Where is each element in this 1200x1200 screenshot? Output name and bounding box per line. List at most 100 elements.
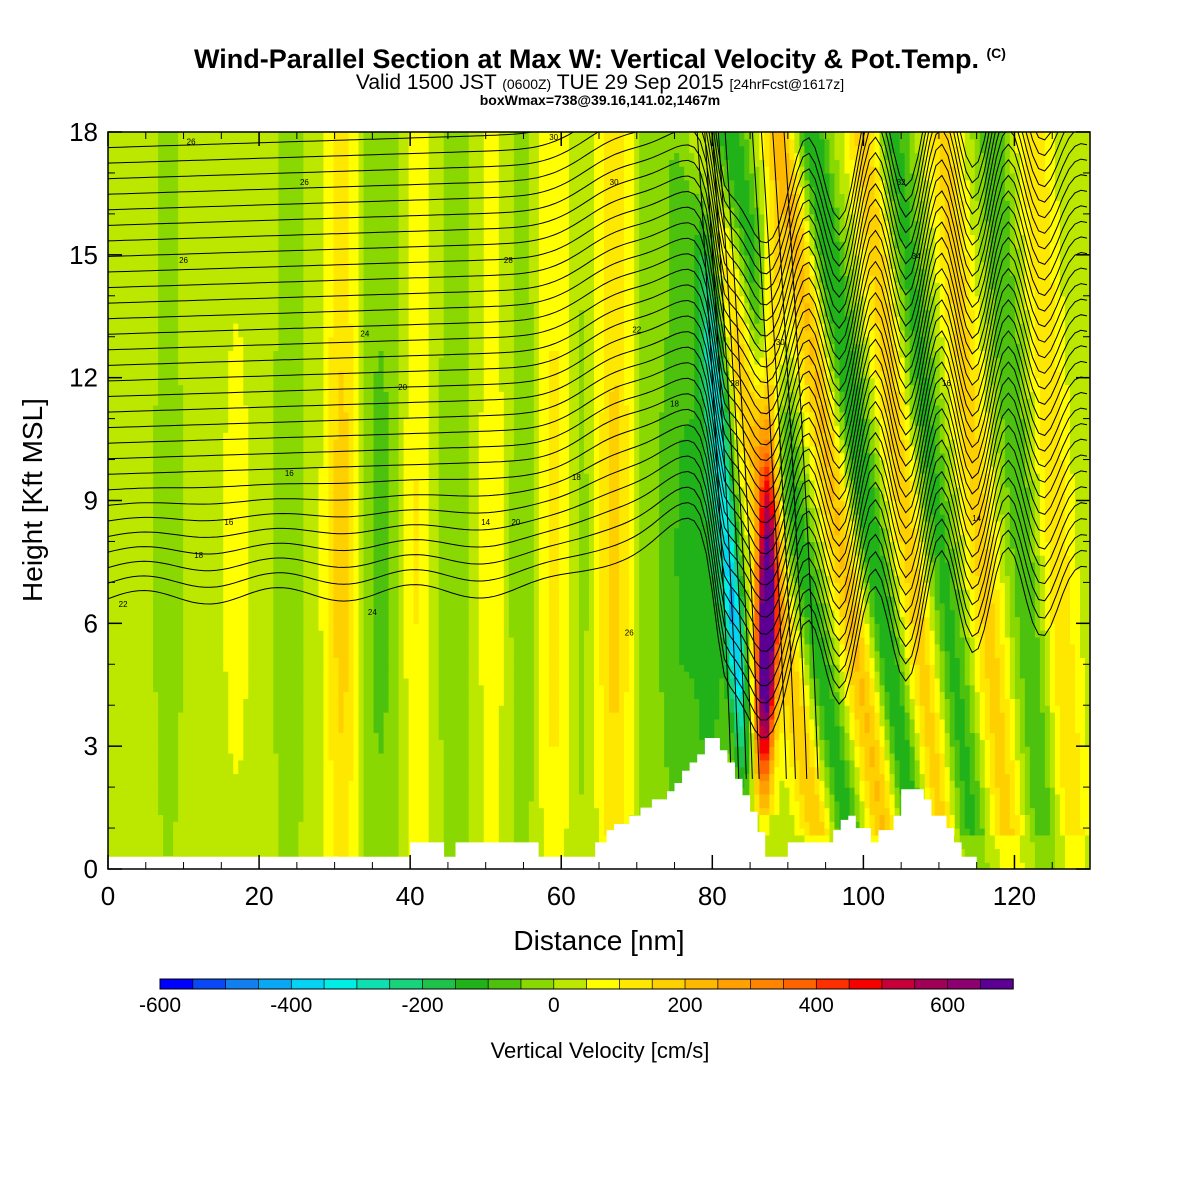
w-field-cell — [158, 698, 184, 706]
w-field-cell — [328, 732, 355, 740]
w-field-cell — [609, 623, 620, 631]
w-field-cell — [363, 643, 375, 652]
w-field-cell — [719, 677, 725, 686]
w-field-cell — [994, 800, 1001, 809]
w-field-cell — [338, 664, 350, 672]
w-field-cell — [814, 780, 821, 788]
w-field-cell — [273, 596, 304, 604]
w-field-cell — [1059, 746, 1081, 754]
w-field-cell — [919, 780, 926, 788]
w-field-cell — [298, 828, 325, 836]
w-field-cell — [413, 534, 420, 543]
w-field-cell — [303, 780, 325, 788]
w-field-cell — [759, 520, 765, 529]
w-field-cell — [318, 520, 330, 529]
w-field-cell — [1059, 800, 1066, 809]
w-field-cell — [568, 821, 600, 829]
w-field-cell — [719, 630, 725, 638]
w-field-cell — [1029, 500, 1036, 508]
w-field-cell — [1039, 671, 1046, 679]
w-field-cell — [904, 718, 911, 727]
w-field-cell — [799, 759, 811, 768]
w-field-cell — [634, 609, 640, 618]
w-field-cell — [704, 480, 710, 488]
w-field-cell — [353, 589, 360, 597]
w-field-cell — [959, 793, 966, 802]
w-field-cell — [834, 664, 841, 672]
w-field-cell — [398, 671, 405, 679]
w-field-cell — [954, 718, 966, 727]
w-field-cell — [914, 712, 921, 720]
w-field-cell — [498, 773, 515, 781]
w-field-cell — [1079, 766, 1090, 775]
w-field-cell — [543, 807, 570, 815]
w-field-cell — [468, 630, 480, 638]
w-field-cell — [333, 807, 350, 815]
w-field-cell — [1079, 630, 1090, 638]
w-field-cell — [969, 780, 981, 788]
w-field-cell — [1039, 507, 1046, 515]
w-field-cell — [819, 773, 826, 781]
w-field-cell — [1004, 684, 1011, 693]
w-field-cell — [759, 568, 765, 577]
w-field-cell — [829, 739, 841, 747]
w-field-cell — [1034, 814, 1051, 822]
w-field-cell — [358, 739, 365, 747]
w-field-cell — [809, 514, 816, 522]
w-field-cell — [909, 520, 916, 529]
w-field-cell — [538, 664, 550, 672]
w-field-cell — [483, 725, 500, 734]
w-field-cell — [108, 752, 159, 761]
w-field-cell — [919, 712, 926, 720]
w-field-cell — [899, 664, 906, 672]
w-field-cell — [659, 616, 680, 624]
w-field-cell — [1029, 793, 1051, 802]
w-field-cell — [634, 739, 640, 747]
w-field-cell — [478, 602, 505, 611]
w-field-cell — [954, 766, 961, 775]
w-field-cell — [378, 732, 385, 740]
w-field-cell — [729, 684, 735, 693]
w-field-cell — [889, 561, 896, 570]
w-field-cell — [578, 568, 590, 577]
w-field-cell — [273, 548, 304, 556]
w-field-cell — [624, 739, 635, 747]
w-field-cell — [428, 507, 440, 515]
w-field-cell — [784, 780, 795, 788]
w-field-cell — [538, 582, 550, 590]
w-field-cell — [609, 677, 620, 686]
w-field-cell — [583, 691, 595, 699]
w-field-cell — [929, 630, 936, 638]
w-field-cell — [483, 828, 500, 836]
w-field-cell — [854, 807, 861, 815]
w-field-cell — [829, 527, 836, 536]
w-field-cell — [944, 712, 951, 720]
w-field-cell — [999, 807, 1011, 815]
w-field-cell — [1084, 841, 1090, 850]
w-field-cell — [679, 575, 715, 583]
w-field-cell — [1059, 807, 1066, 815]
w-field-cell — [578, 725, 585, 734]
w-field-cell — [879, 698, 886, 706]
w-field-cell — [353, 500, 360, 508]
w-field-cell — [659, 677, 695, 686]
w-field-cell — [769, 493, 775, 502]
w-field-cell — [994, 486, 1001, 495]
w-field-cell — [619, 500, 630, 508]
w-field-cell — [278, 848, 299, 856]
w-field-cell — [158, 732, 179, 740]
w-field-cell — [879, 623, 891, 631]
w-field-cell — [438, 732, 470, 740]
w-field-cell — [779, 561, 785, 570]
w-field-cell — [568, 780, 580, 788]
w-field-cell — [438, 712, 470, 720]
w-field-cell — [814, 684, 821, 693]
w-field-cell — [824, 602, 831, 611]
w-field-cell — [483, 691, 505, 699]
w-field-cell — [629, 568, 635, 577]
w-field-cell — [533, 520, 540, 529]
w-field-cell — [1064, 500, 1076, 508]
w-field-cell — [1019, 773, 1026, 781]
w-field-cell — [964, 582, 971, 590]
w-field-cell — [153, 493, 184, 502]
